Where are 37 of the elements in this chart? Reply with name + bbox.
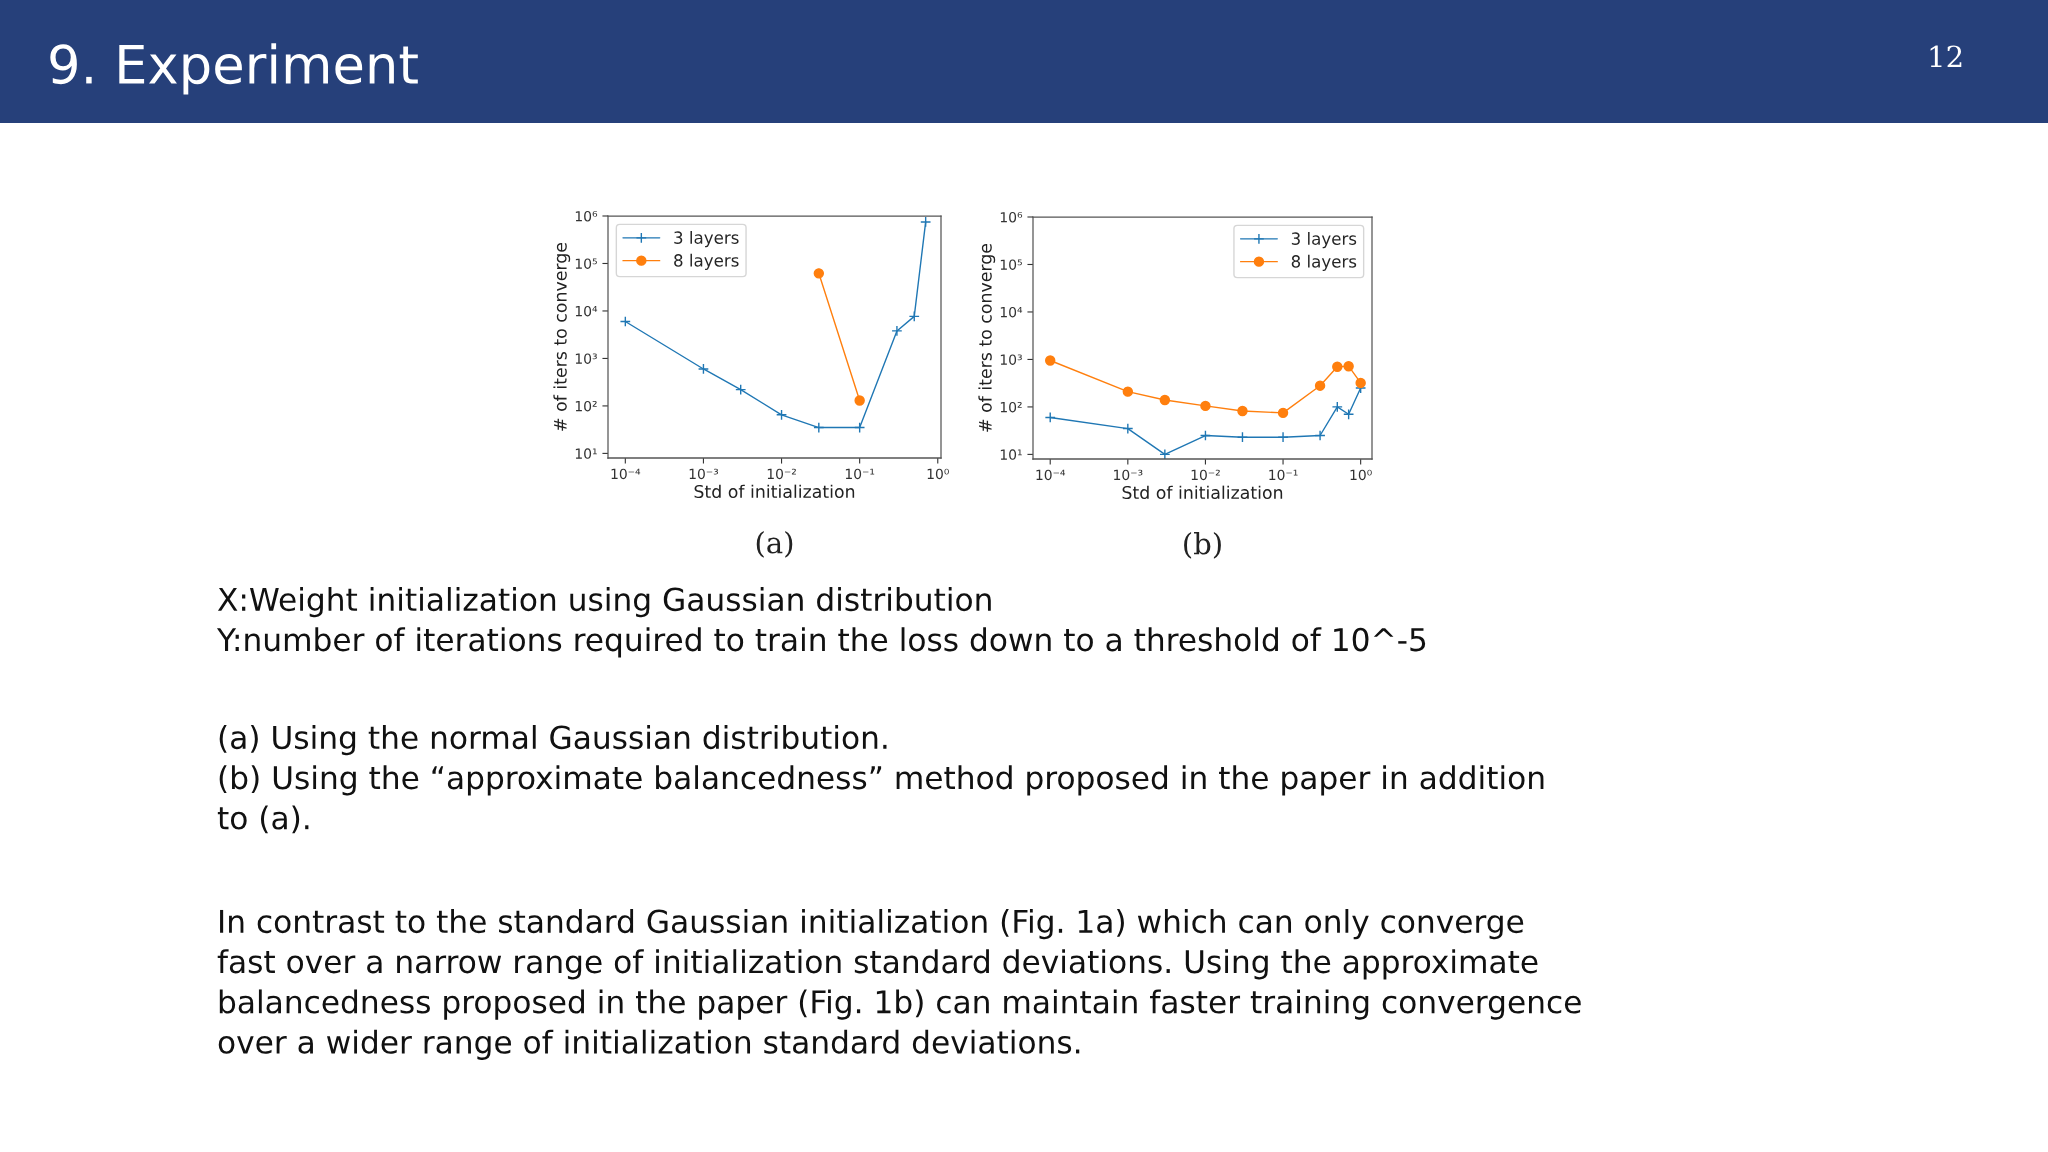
text: X:Weight initialization using Gaussian distribution Y:number of iterations required to train the loss down to a threshold of 10^-5 xyxy=(216,587,1426,658)
y-tick-label: 10⁴ xyxy=(575,305,598,317)
x-tick-label: 10⁻² xyxy=(1191,469,1220,481)
y-tick-label: 10¹ xyxy=(1000,449,1022,460)
legend-label: 3 layers xyxy=(674,231,739,248)
x-tick-label: 10⁰ xyxy=(927,468,949,480)
y-tick-label: 10⁴ xyxy=(1000,306,1023,318)
x-axis-title: Std of initialization xyxy=(1122,485,1283,500)
text: 9. Experiment xyxy=(50,43,418,95)
y-tick-label: 10² xyxy=(1000,401,1022,413)
y-tick-label: 10² xyxy=(575,400,597,412)
x-tick-label: 10⁻³ xyxy=(1114,469,1143,481)
text: In contrast to the standard Gaussian initialization (Fig. 1a) which can only converge fast over a narrow range of initialization standard deviations. Using the approximate balancedness proposed in the paper (Fig. 1b) can maintain faster training convergence over a wider range of initialization standard deviations. xyxy=(217,909,1581,1060)
legend-label: 8 layers xyxy=(674,253,739,270)
y-tick-label: 10¹ xyxy=(575,448,597,459)
y-tick-label: 10³ xyxy=(575,353,597,364)
x-tick-label: 10⁻³ xyxy=(689,468,719,480)
x-axis-title: Std of initialization xyxy=(694,484,855,499)
legend-label: 3 layers xyxy=(1291,232,1357,249)
x-tick-label: 10⁻² xyxy=(767,468,796,480)
x-tick-label: 10⁻¹ xyxy=(845,468,875,480)
y-tick-label: 10⁵ xyxy=(575,258,597,269)
text: (b) xyxy=(1184,532,1221,559)
y-tick-label: 10⁵ xyxy=(1000,259,1022,270)
x-tick-label: 10⁻⁴ xyxy=(611,468,641,480)
x-tick-label: 10⁰ xyxy=(1350,469,1372,481)
y-axis-title: # of iters to converge xyxy=(553,242,571,431)
text: (a) xyxy=(756,531,793,558)
y-tick-label: 10⁶ xyxy=(575,210,598,222)
y-axis-title: # of iters to converge xyxy=(978,243,996,432)
legend-label: 8 layers xyxy=(1291,254,1357,271)
y-tick-label: 10⁶ xyxy=(1000,211,1023,223)
x-tick-label: 10⁻¹ xyxy=(1269,469,1298,481)
text: (a) Using the normal Gaussian distribution. (b) Using the “approximate balancedness” method proposed in the paper in addition to (a). xyxy=(217,725,1544,834)
y-tick-label: 10³ xyxy=(1000,354,1022,365)
x-tick-label: 10⁻⁴ xyxy=(1036,469,1066,481)
text: 12 xyxy=(1930,45,1962,68)
